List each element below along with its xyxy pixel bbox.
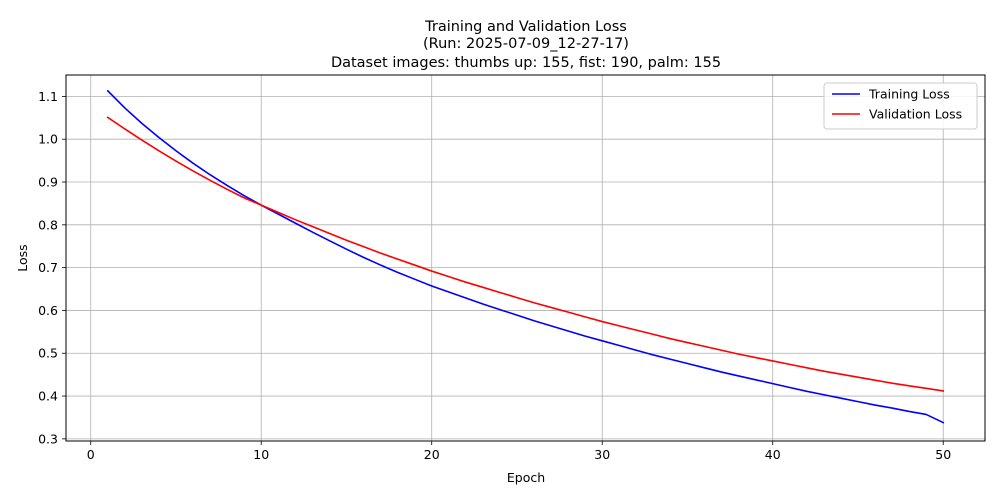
y-tick-label: 0.5 bbox=[38, 346, 58, 361]
axes-frame bbox=[65, 74, 986, 442]
x-tick-label: 40 bbox=[765, 447, 781, 462]
y-tick-label: 0.6 bbox=[38, 303, 58, 318]
title-line-1: Training and Validation Loss bbox=[424, 19, 627, 35]
x-tick-label: 50 bbox=[935, 447, 951, 462]
chart-title: Training and Validation Loss (Run: 2025-… bbox=[331, 19, 721, 71]
y-tick-label: 0.3 bbox=[38, 431, 58, 446]
y-tick-label: 1.0 bbox=[38, 132, 58, 147]
title-line-3: Dataset images: thumbs up: 155, fist: 19… bbox=[331, 55, 721, 71]
legend-box bbox=[823, 82, 978, 130]
series-line-validation-loss bbox=[106, 116, 945, 392]
y-tick-label: 0.9 bbox=[38, 175, 58, 190]
legend-label-validation-loss: Validation Loss bbox=[869, 107, 962, 122]
axis-ticks: 0 10 20 30 40 50 0.3 0.4 0.5 0.6 0.7 0.8 0.9 1.0 1.1 bbox=[38, 89, 951, 462]
x-tick-label: 30 bbox=[594, 447, 610, 462]
y-tick-label: 0.8 bbox=[38, 217, 58, 232]
legend-label-training-loss: Training Loss bbox=[868, 87, 950, 102]
legend: Training Loss Validation Loss bbox=[823, 82, 978, 130]
x-axis-label: Epoch bbox=[507, 470, 545, 485]
title-line-2: (Run: 2025-07-09_12-27-17) bbox=[423, 36, 629, 52]
x-tick-label: 10 bbox=[253, 447, 269, 462]
x-tick-label: 0 bbox=[87, 447, 95, 462]
y-tick-label: 0.4 bbox=[38, 389, 58, 404]
y-tick-label: 0.7 bbox=[38, 260, 58, 275]
series-lines bbox=[106, 89, 945, 424]
x-tick-label: 20 bbox=[424, 447, 440, 462]
y-axis-label: Loss bbox=[15, 244, 30, 271]
y-tick-label: 1.1 bbox=[38, 89, 58, 104]
series-line-training-loss bbox=[106, 89, 945, 424]
